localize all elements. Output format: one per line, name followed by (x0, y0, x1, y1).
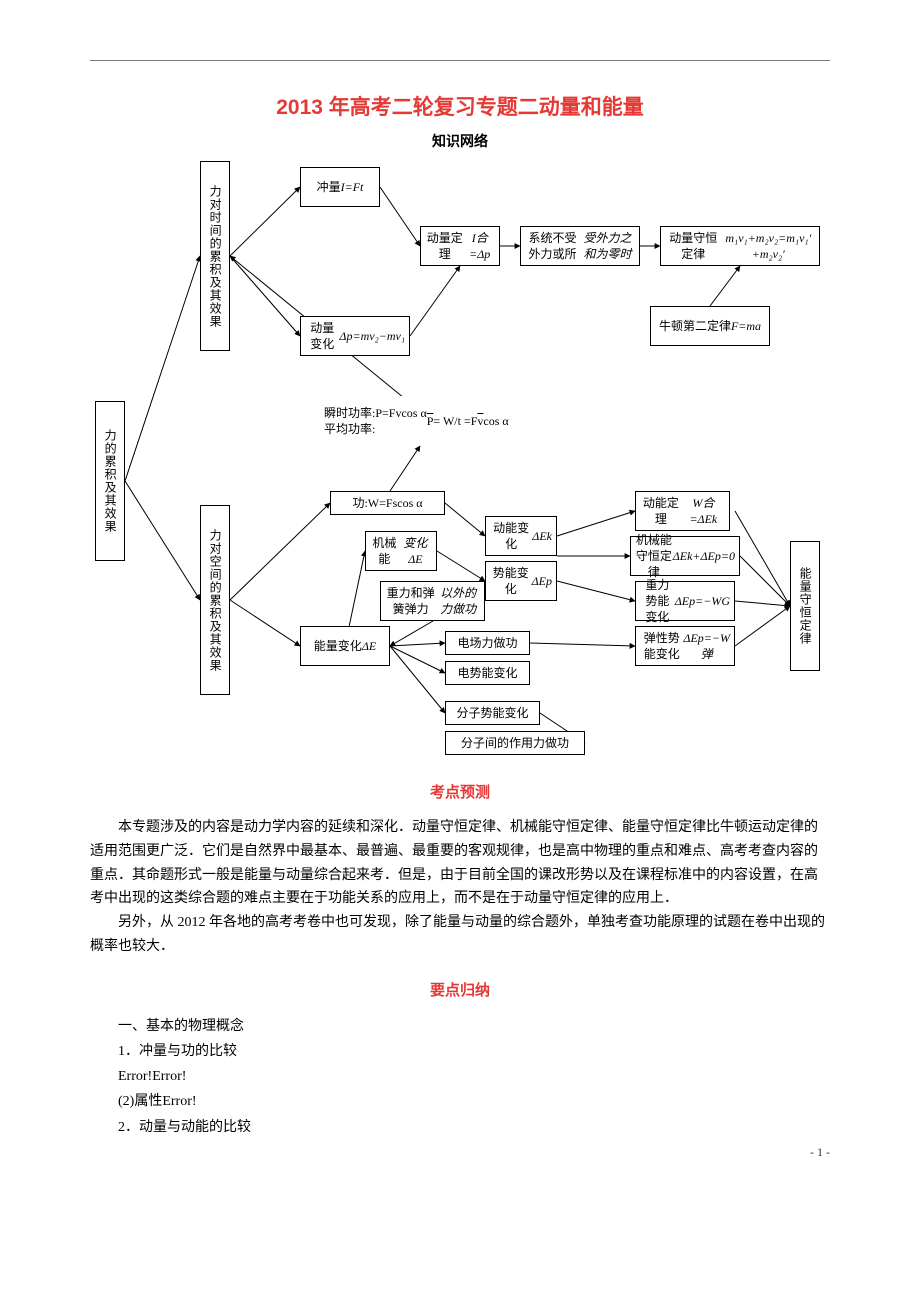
points-outline: 一、基本的物理概念 1．冲量与功的比较 Error!Error! (2)属性Er… (90, 1014, 830, 1140)
root-vbox: 力的累积及其效果 (95, 401, 125, 561)
work-box: 功:W=Fscos α (330, 491, 445, 515)
mech-energy-box: 机械能变化 ΔE (365, 531, 437, 571)
outline-l5: 2．动量与动能的比较 (90, 1115, 830, 1140)
efield-work-box: 电场力做功 (445, 631, 530, 655)
energy-conservation-vbox: 能量守恒定律 (790, 541, 820, 671)
dp-box: 动量变化Δp=mv₂−mv₁ (300, 316, 410, 356)
predict-p2: 另外，从 2012 年各地的高考考卷中也可发现，除了能量与动量的综合题外，单独考… (90, 911, 830, 959)
grav-pe-box: 重力势能变化ΔEp=−WG (635, 581, 735, 621)
time-vbox: 力对时间的累积及其效果 (200, 161, 230, 351)
momentum-theorem-box: 动量定理I合=Δp (420, 226, 500, 266)
molecular-work-box: 分子间的作用力做功 (445, 731, 585, 755)
subtitle-network: 知识网络 (90, 131, 830, 151)
knowledge-network-diagram: 力的累积及其效果 力对时间的累积及其效果力对空间的累积及其效果 冲量I=Ft 动量变化… (90, 161, 830, 761)
molecular-pe-box: 分子势能变化 (445, 701, 540, 725)
predict-p1: 本专题涉及的内容是动力学内容的延续和深化．动量守恒定律、机械能守恒定律、能量守恒… (90, 816, 830, 911)
nonconservative-work-box: 重力和弹簧弹力以外的力做功 (380, 581, 485, 621)
newton2-box: 牛顿第二定律F=ma (650, 306, 770, 346)
outline-l3: Error!Error! (90, 1064, 830, 1089)
outline-l1: 一、基本的物理概念 (90, 1014, 830, 1039)
section-predict-title: 考点预测 (90, 781, 830, 802)
mech-conservation-box: 机械能守恒定律ΔEk+ΔEp=0 (630, 536, 740, 576)
kinetic-change-box: 动能变化ΔEk (485, 516, 557, 556)
power-block: 瞬时功率:P=Fvcos α平均功率:P= W/t =Fvcos α (320, 396, 520, 446)
outline-l4: (2)属性Error! (90, 1089, 830, 1114)
space-vbox: 力对空间的累积及其效果 (200, 505, 230, 695)
page-number: - 1 - (810, 1145, 830, 1160)
impulse-box: 冲量I=Ft (300, 167, 380, 207)
predict-body: 本专题涉及的内容是动力学内容的延续和深化．动量守恒定律、机械能守恒定律、能量守恒… (90, 816, 830, 959)
elastic-pe-box: 弹性势能变化ΔEp=−W弹 (635, 626, 735, 666)
condition-box: 系统不受外力或所受外力之和为零时 (520, 226, 640, 266)
momentum-conservation-box: 动量守恒定律m₁v₁+m₂v₂=m₁v₁′+m₂v₂′ (660, 226, 820, 266)
outline-l2: 1．冲量与功的比较 (90, 1039, 830, 1064)
electric-pe-box: 电势能变化 (445, 661, 530, 685)
top-ruler (90, 60, 830, 61)
energy-change-box: 能量变化ΔE (300, 626, 390, 666)
kinetic-theorem-box: 动能定理W合=ΔEk (635, 491, 730, 531)
section-points-title: 要点归纳 (90, 979, 830, 1000)
document-title: 2013 年高考二轮复习专题二动量和能量 (90, 91, 830, 121)
potential-change-box: 势能变化ΔEp (485, 561, 557, 601)
